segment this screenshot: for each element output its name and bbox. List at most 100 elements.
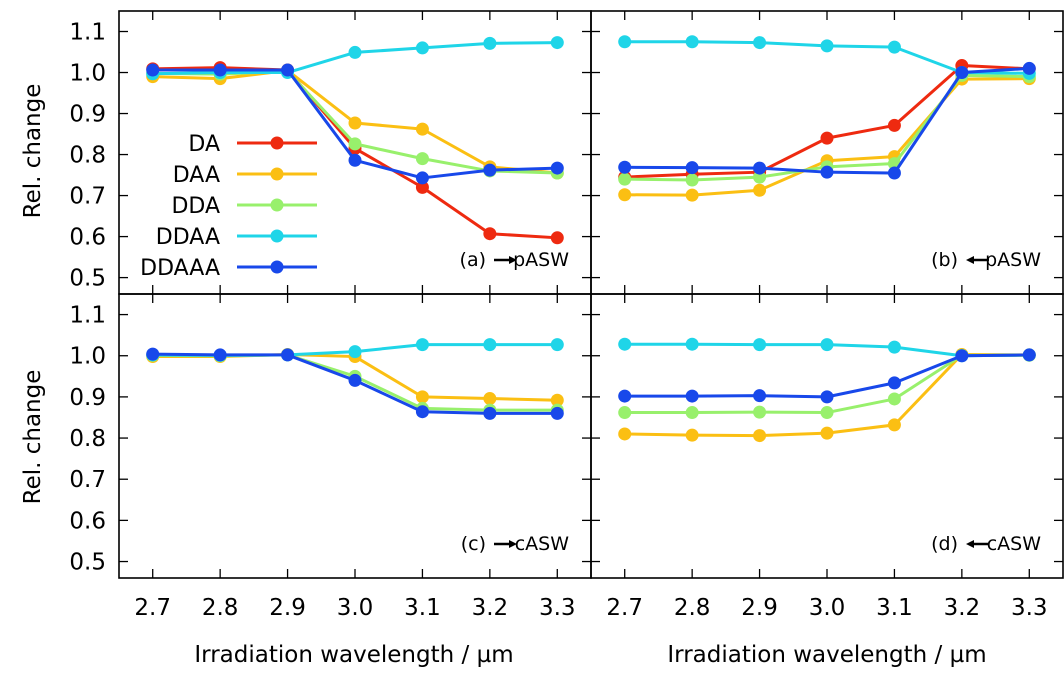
data-point [415,180,429,194]
data-point [685,389,699,403]
data-point [887,118,901,132]
panel-2: pASW (b) [590,10,1064,295]
y-tick-label: 0.7 [69,184,106,210]
legend-marker [270,167,284,181]
data-point [753,389,767,403]
series-ddaaa [618,348,1036,404]
data-point [753,170,767,184]
data-point [685,337,699,351]
data-point [281,348,295,362]
data-point [213,348,227,362]
x-tick-label: 3.3 [1011,595,1048,621]
x-tick-label: 2.8 [674,595,711,621]
y-tick-label: 0.7 [69,467,106,493]
panel-1: 0.5 0.6 0.7 0.8 0.9 1.0 1.1 pASW (a) [69,10,592,295]
legend-item-ddaaa: DDAAA [140,256,317,281]
arrow-left-icon [966,256,974,264]
data-point [753,183,767,197]
x-axis-title-right: Irradiation wavelength / µm [667,642,986,668]
data-point [685,188,699,202]
legend-label: DAA [173,163,220,188]
data-point [1022,61,1036,75]
panel-annotation-text: cASW [515,533,570,555]
data-point [753,338,767,352]
legend-item-da: DA [188,132,317,157]
panel-annotation: cASW (d) [931,533,1041,555]
data-point [685,406,699,420]
panel-label: (c) [461,533,486,555]
data-point [685,173,699,187]
data-point [550,36,564,50]
data-point [483,392,497,406]
data-point [348,153,362,167]
data-point [685,428,699,442]
data-point [550,406,564,420]
data-point [483,406,497,420]
legend-label: DDA [171,194,220,219]
data-point [415,152,429,166]
legend-item-dda: DDA [171,194,317,219]
panel-annotation: cASW (c) [461,533,569,555]
data-point [887,392,901,406]
y-tick-label: 0.5 [69,266,106,292]
legend-marker [270,198,284,212]
legend-label: DDAA [156,225,220,250]
y-tick-label: 0.9 [69,385,106,411]
data-point [685,161,699,175]
panel-label: (b) [931,249,958,271]
data-point [348,373,362,387]
data-point [820,426,834,440]
legend-item-daa: DAA [173,163,317,188]
x-tick-label: 3.1 [404,595,441,621]
data-point [753,405,767,419]
data-point [887,418,901,432]
data-point [483,227,497,241]
data-point [146,347,160,361]
data-point [348,345,362,359]
y-axis-title-bottom: Rel. change [20,370,46,505]
y-tick-label: 0.8 [69,143,106,169]
x-tick-label: 2.7 [134,595,171,621]
data-point [483,338,497,352]
panel-annotation: pASW (b) [931,249,1041,271]
data-point [820,338,834,352]
panel-label: (d) [931,533,958,555]
y-tick-label: 1.1 [69,20,106,46]
panel-4: 2.7 2.8 2.9 3.0 3.1 3.2 3.3 cASW (d) [590,293,1064,621]
y-tick-label: 0.6 [69,508,106,534]
data-point [415,122,429,136]
data-point [415,41,429,55]
x-tick-label: 2.8 [202,595,239,621]
arrow-left-icon [966,540,974,548]
data-point [415,405,429,419]
x-axis-title-left: Irradiation wavelength / µm [194,642,513,668]
series-ddaaa [618,61,1036,180]
data-point [213,63,227,77]
data-point [415,338,429,352]
arrow-right-icon [509,256,517,264]
data-point [618,337,632,351]
data-point [146,63,160,77]
legend-marker [270,136,284,150]
data-point [753,36,767,50]
legend-item-ddaa: DDAA [156,225,317,250]
data-point [685,35,699,49]
data-point [415,390,429,404]
panel-3: 2.7 2.8 2.9 3.0 3.1 3.2 3.3 0.5 0.6 0.7 0.8 0.9 1.0 1… [69,293,592,621]
data-point [820,39,834,53]
y-tick-label: 0.6 [69,225,106,251]
legend: DA DAA DDA DDAA DDAAA [140,132,317,281]
data-point [348,137,362,151]
panel-annotation-text: pASW [985,249,1041,271]
data-point [887,166,901,180]
data-point [618,427,632,441]
x-tick-label: 3.2 [944,595,981,621]
data-point [820,131,834,145]
data-point [281,63,295,77]
data-point [1022,348,1036,362]
data-point [618,35,632,49]
y-tick-label: 0.9 [69,102,106,128]
x-tick-label: 2.9 [269,595,306,621]
